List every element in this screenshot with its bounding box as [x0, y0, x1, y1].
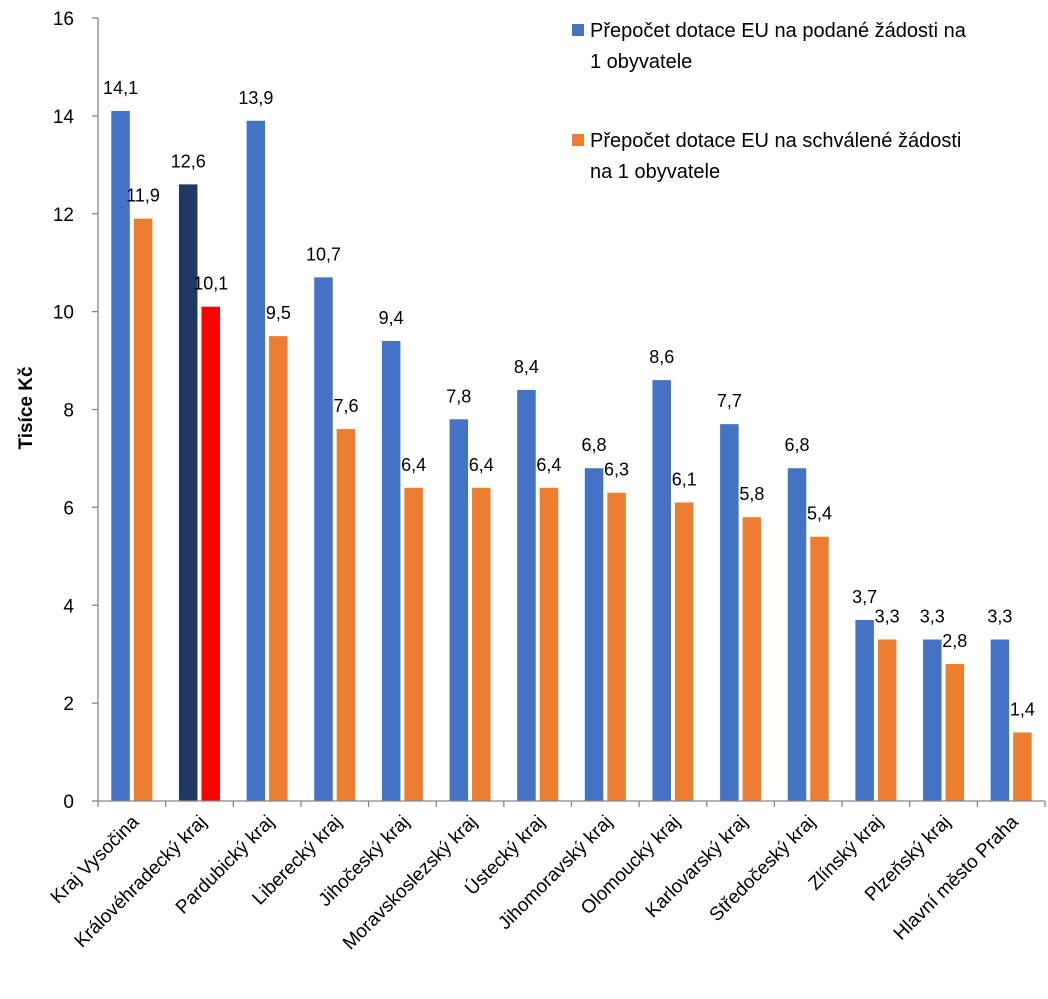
data-label: 8,6	[649, 347, 674, 367]
y-tick-label: 12	[53, 205, 74, 226]
y-axis-ticks: 0 2 4 6 8 10 12 14 16	[53, 9, 98, 813]
y-tick-label: 10	[53, 303, 74, 324]
data-label: 6,4	[469, 455, 494, 475]
bar-series-1	[652, 380, 671, 801]
bar-series-2	[945, 663, 965, 801]
legend-label: Přepočet dotace EU na schválené žádosti	[590, 130, 961, 152]
category-label: Hlavní město Praha	[890, 811, 1023, 944]
data-label: 6,4	[401, 455, 426, 475]
bar-series-1	[381, 340, 401, 801]
y-tick-label: 16	[53, 9, 74, 30]
y-tick-label: 6	[63, 498, 74, 519]
axes	[97, 18, 1046, 807]
bar-series-2	[607, 492, 626, 801]
data-label: 12,6	[171, 151, 206, 171]
data-label: 7,6	[333, 396, 358, 416]
data-label: 3,3	[987, 607, 1012, 627]
bar-series-2	[201, 306, 220, 801]
y-axis-title-group: Tisíce Kč	[16, 366, 37, 450]
data-label: 9,4	[379, 308, 404, 328]
data-label: 3,3	[875, 607, 900, 627]
bars	[111, 110, 1032, 802]
data-label: 6,1	[672, 469, 697, 489]
data-label: 3,3	[920, 607, 945, 627]
data-label: 2,8	[942, 631, 967, 651]
bar-series-2	[1013, 732, 1032, 801]
y-axis-title: Tisíce Kč	[16, 366, 37, 450]
bar-series-1	[584, 468, 604, 801]
bar-series-2	[539, 487, 559, 801]
data-label: 9,5	[266, 303, 291, 323]
y-tick-label: 0	[63, 792, 74, 813]
data-labels: 14,1 12,6 13,9 10,7 9,4 7,8 8,4 6,8 8,6 7,7 6,8 3,7…	[103, 78, 1035, 720]
category-label: Jihomoravský kraj	[494, 812, 616, 934]
bar-series-1	[111, 110, 130, 801]
bar-series-2	[877, 639, 897, 801]
y-tick-label: 14	[53, 107, 75, 128]
bar-series-2	[472, 487, 491, 801]
data-label: 7,7	[717, 391, 742, 411]
data-label: 1,4	[1010, 699, 1035, 719]
bar-series-1	[720, 424, 739, 801]
data-label: 10,7	[306, 244, 341, 264]
data-label: 7,8	[446, 386, 471, 406]
bar-series-2	[133, 218, 153, 802]
y-tick-label: 4	[63, 596, 74, 617]
bar-series-1	[517, 389, 536, 801]
data-label: 6,4	[536, 455, 561, 475]
y-tick-label: 2	[63, 694, 74, 715]
bar-series-1	[787, 468, 807, 801]
data-label: 8,4	[514, 357, 539, 377]
bar-series-1	[990, 639, 1010, 801]
bar-series-2	[810, 536, 829, 801]
bar-series-2	[336, 429, 356, 801]
data-label: 6,8	[582, 435, 607, 455]
legend: Přepočet dotace EU na podané žádosti na 1…	[572, 20, 967, 183]
bar-series-1	[314, 277, 333, 801]
bar-series-1	[855, 619, 874, 801]
data-label: 5,4	[807, 504, 832, 524]
bar-series-2	[269, 336, 288, 801]
bar-series-1	[449, 419, 469, 801]
data-label: 11,9	[126, 186, 160, 206]
bar-series-2	[674, 502, 694, 801]
legend-label: Přepočet dotace EU na podané žádosti na	[590, 20, 967, 42]
bar-series-1	[246, 120, 266, 802]
data-label: 14,1	[103, 78, 138, 98]
legend-label: na 1 obyvatele	[590, 161, 720, 183]
y-tick-label: 8	[63, 401, 74, 422]
data-label: 10,1	[193, 274, 228, 294]
data-label: 5,8	[739, 484, 764, 504]
data-label: 13,9	[238, 88, 273, 108]
data-label: 6,3	[604, 460, 629, 480]
data-label: 3,7	[852, 587, 877, 607]
legend-swatch-series-1	[572, 24, 584, 36]
category-label: Moravskoslezský kraj	[339, 812, 482, 955]
legend-swatch-series-2	[572, 134, 584, 146]
bar-series-2	[404, 487, 423, 801]
data-label: 6,8	[784, 435, 809, 455]
bar-series-1	[178, 184, 198, 801]
legend-label: 1 obyvatele	[590, 51, 692, 73]
bar-series-2	[742, 517, 762, 801]
category-label: Královéhradecký kraj	[71, 812, 211, 952]
bar-series-1	[923, 639, 942, 801]
